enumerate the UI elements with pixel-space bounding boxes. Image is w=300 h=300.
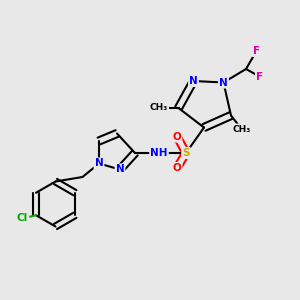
Text: F: F (253, 46, 260, 56)
Text: S: S (182, 148, 190, 158)
Text: F: F (256, 71, 263, 82)
Text: O: O (172, 131, 182, 142)
Text: N: N (94, 158, 103, 169)
Text: O: O (172, 163, 182, 173)
Text: CH₃: CH₃ (232, 124, 250, 134)
Text: NH: NH (150, 148, 168, 158)
Text: N: N (189, 76, 198, 86)
Text: N: N (116, 164, 124, 175)
Text: Cl: Cl (17, 213, 28, 223)
Text: CH₃: CH₃ (150, 103, 168, 112)
Text: N: N (219, 77, 228, 88)
